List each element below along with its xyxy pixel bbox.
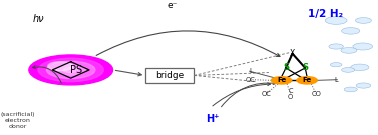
Circle shape <box>344 87 357 92</box>
Circle shape <box>341 48 357 53</box>
Text: bridge: bridge <box>155 71 184 80</box>
Circle shape <box>353 43 373 50</box>
Text: L: L <box>335 77 338 83</box>
Text: S: S <box>302 63 308 72</box>
Text: CO: CO <box>311 91 321 97</box>
Circle shape <box>271 77 292 84</box>
Circle shape <box>342 28 360 34</box>
Text: e⁻: e⁻ <box>167 1 178 10</box>
Text: X: X <box>290 49 295 58</box>
Circle shape <box>48 62 73 71</box>
Text: PS: PS <box>70 65 82 75</box>
Circle shape <box>297 77 317 84</box>
FancyBboxPatch shape <box>145 68 194 83</box>
Circle shape <box>38 58 103 82</box>
Text: OC: OC <box>262 91 271 97</box>
Circle shape <box>355 18 372 23</box>
Text: H⁺: H⁺ <box>206 114 219 124</box>
Circle shape <box>329 44 344 49</box>
Text: S: S <box>283 63 289 72</box>
Text: Fe: Fe <box>277 77 286 83</box>
Circle shape <box>342 68 355 72</box>
Text: C
O: C O <box>288 88 293 100</box>
FancyArrowPatch shape <box>213 83 271 106</box>
FancyArrowPatch shape <box>33 66 61 83</box>
Circle shape <box>351 64 369 71</box>
Circle shape <box>325 17 347 24</box>
Circle shape <box>56 65 85 75</box>
Circle shape <box>46 61 95 79</box>
Circle shape <box>330 63 342 67</box>
Text: L: L <box>249 68 253 74</box>
Text: hν: hν <box>33 14 44 24</box>
FancyArrowPatch shape <box>222 82 276 107</box>
Circle shape <box>29 55 113 85</box>
Text: 1/2 H₂: 1/2 H₂ <box>308 9 343 19</box>
Circle shape <box>356 83 371 88</box>
Text: Fe: Fe <box>302 77 312 83</box>
Text: (sacrificial)
electron
donor: (sacrificial) electron donor <box>1 112 35 129</box>
FancyArrowPatch shape <box>96 31 280 56</box>
Circle shape <box>63 67 78 73</box>
Text: OC: OC <box>246 77 256 83</box>
